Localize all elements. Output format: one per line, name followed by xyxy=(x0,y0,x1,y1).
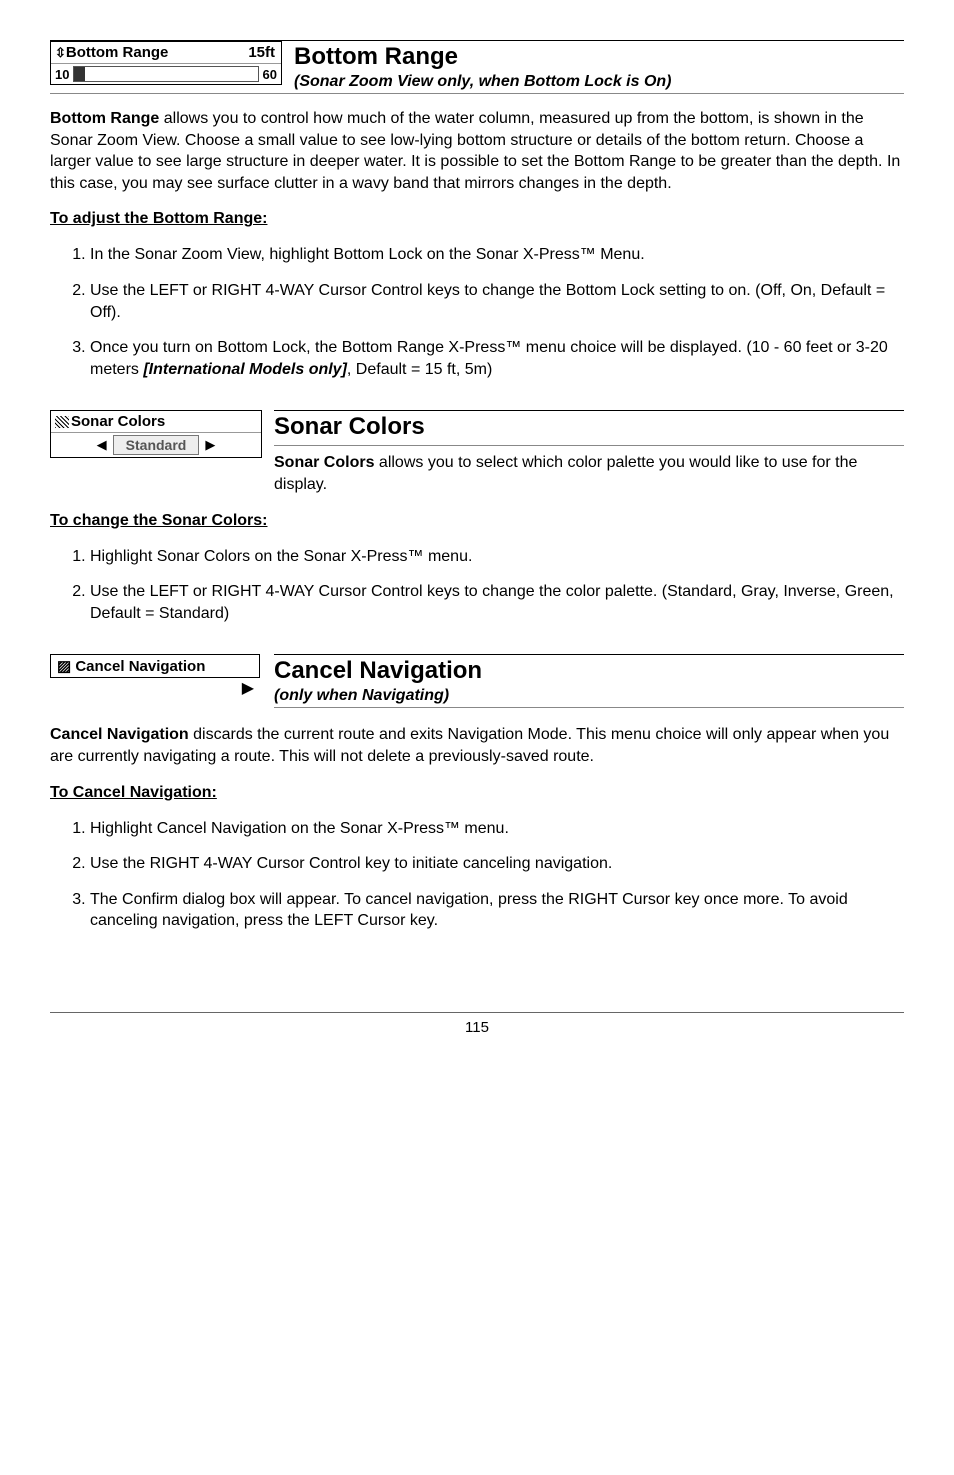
cancel-nav-widget: ▨ Cancel Navigation xyxy=(50,654,260,678)
updown-icon: ⇳ xyxy=(55,45,66,61)
sonar-colors-step-1: Highlight Sonar Colors on the Sonar X-Pr… xyxy=(90,546,904,568)
cancel-nav-heading-block: Cancel Navigation (only when Navigating) xyxy=(260,654,904,710)
cancel-nav-subheading: (only when Navigating) xyxy=(274,687,904,708)
cancel-nav-step-3: The Confirm dialog box will appear. To c… xyxy=(90,889,904,932)
sonar-colors-widget-top: Sonar Colors xyxy=(51,411,261,433)
cancel-nav-widget-col: ▨ Cancel Navigation ▶ xyxy=(50,654,260,698)
cancel-nav-step-2: Use the RIGHT 4-WAY Cursor Control key t… xyxy=(90,853,904,875)
sonar-colors-step-2: Use the LEFT or RIGHT 4-WAY Cursor Contr… xyxy=(90,581,904,624)
cancel-nav-row: ▨ Cancel Navigation ▶ Cancel Navigation … xyxy=(50,654,904,710)
bottom-range-header-row: ⇳Bottom Range 15ft 10 60 Bottom Range (S… xyxy=(50,40,904,94)
bottom-range-paragraph: Bottom Range allows you to control how m… xyxy=(50,108,904,194)
slider-fill xyxy=(74,67,85,81)
cancel-nav-step-1: Highlight Cancel Navigation on the Sonar… xyxy=(90,818,904,840)
bottom-range-para-rest: allows you to control how much of the wa… xyxy=(50,110,900,192)
bottom-range-adjust-heading: To adjust the Bottom Range: xyxy=(50,210,904,228)
page-number: 115 xyxy=(50,1012,904,1036)
bottom-range-step-3: Once you turn on Bottom Lock, the Bottom… xyxy=(90,337,904,380)
slider-max: 60 xyxy=(263,67,277,82)
sonar-colors-widget-label: Sonar Colors xyxy=(51,411,169,432)
cancel-nav-how-heading: To Cancel Navigation: xyxy=(50,784,904,802)
bottom-range-widget-top: ⇳Bottom Range 15ft xyxy=(51,42,281,64)
sonar-colors-heading: Sonar Colors xyxy=(274,410,904,446)
bottom-range-heading: Bottom Range xyxy=(294,41,904,71)
sonar-colors-selected: Standard xyxy=(113,435,200,455)
left-arrow-icon[interactable]: ◀ xyxy=(97,437,107,453)
right-arrow-icon[interactable]: ▶ xyxy=(205,437,215,453)
bottom-range-widget: ⇳Bottom Range 15ft 10 60 xyxy=(50,41,282,85)
sonar-colors-desc: Sonar Colors allows you to select which … xyxy=(274,452,904,495)
bottom-range-para-lead: Bottom Range xyxy=(50,110,159,127)
sonar-colors-steps: Highlight Sonar Colors on the Sonar X-Pr… xyxy=(50,546,904,625)
bottom-range-widget-value: 15ft xyxy=(242,42,281,63)
cancel-nav-paragraph: Cancel Navigation discards the current r… xyxy=(50,724,904,767)
bottom-range-step-1: In the Sonar Zoom View, highlight Bottom… xyxy=(90,244,904,266)
cancel-nav-heading: Cancel Navigation xyxy=(274,654,904,685)
sonar-colors-row: Sonar Colors ◀ Standard ▶ Sonar Colors S… xyxy=(50,410,904,495)
bottom-range-step-2: Use the LEFT or RIGHT 4-WAY Cursor Contr… xyxy=(90,280,904,323)
bottom-range-heading-block: Bottom Range (Sonar Zoom View only, when… xyxy=(282,41,904,93)
hatch-icon xyxy=(55,416,69,428)
slider-track[interactable] xyxy=(73,66,258,82)
sonar-colors-select[interactable]: ◀ Standard ▶ xyxy=(51,433,261,457)
sonar-colors-widget: Sonar Colors ◀ Standard ▶ xyxy=(50,410,262,458)
cancel-nav-x-icon: ▨ xyxy=(57,658,75,675)
cancel-nav-steps: Highlight Cancel Navigation on the Sonar… xyxy=(50,818,904,932)
bottom-range-steps: In the Sonar Zoom View, highlight Bottom… xyxy=(50,244,904,380)
sonar-colors-change-heading: To change the Sonar Colors: xyxy=(50,512,904,530)
slider-min: 10 xyxy=(55,67,69,82)
sonar-colors-desc-block: Sonar Colors Sonar Colors allows you to … xyxy=(262,410,904,495)
bottom-range-subheading: (Sonar Zoom View only, when Bottom Lock … xyxy=(294,73,904,91)
bottom-range-slider[interactable]: 10 60 xyxy=(51,64,281,84)
cancel-nav-arrow: ▶ xyxy=(50,678,260,698)
bottom-range-widget-label: ⇳Bottom Range xyxy=(51,42,172,63)
